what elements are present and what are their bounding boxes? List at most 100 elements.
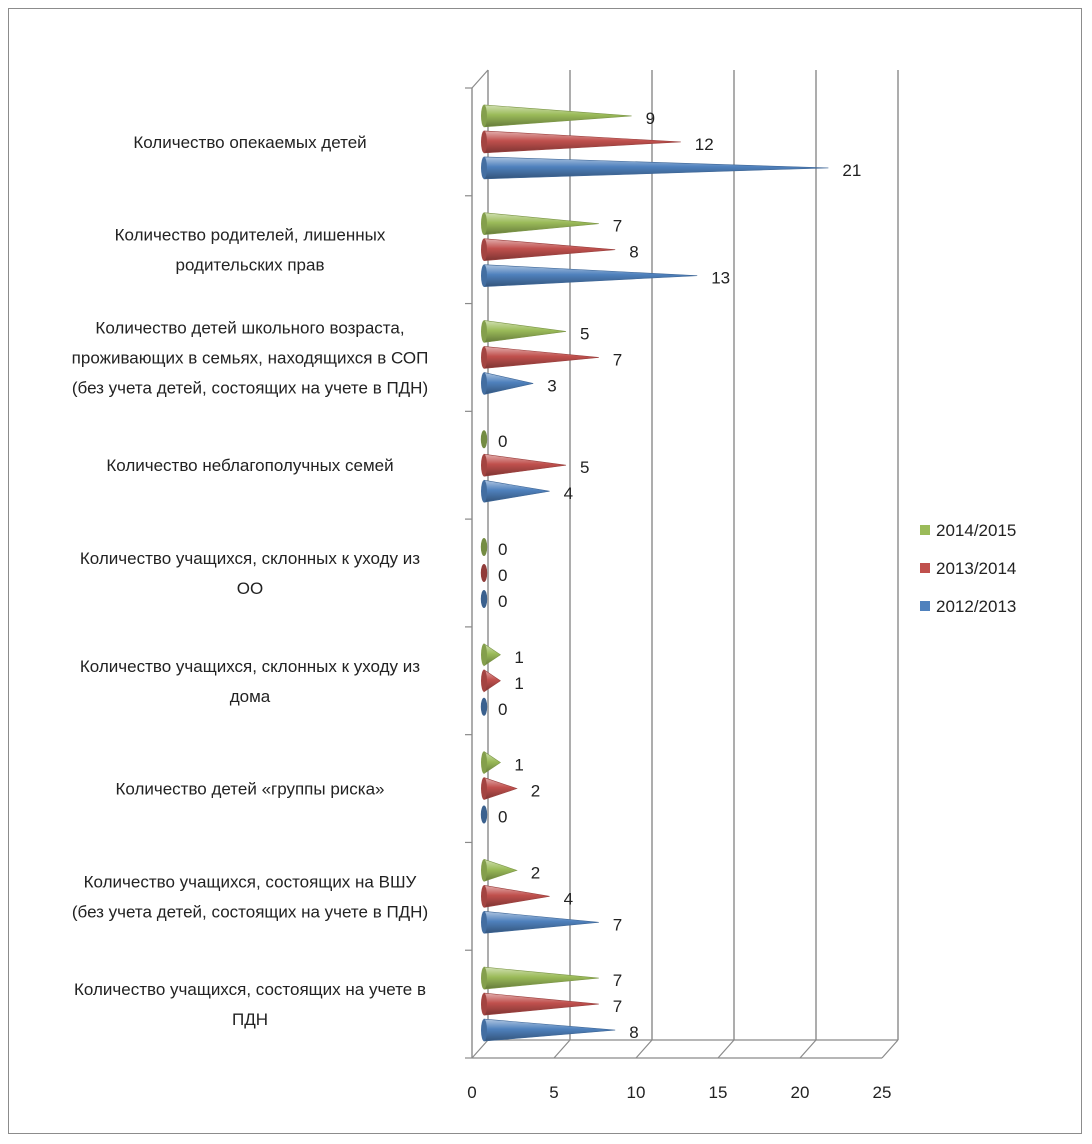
cone-base [481, 751, 487, 774]
cone-base [481, 320, 487, 343]
cone-bar [483, 264, 698, 287]
category-label: Количество детей «группы риска» [115, 780, 384, 799]
cone-bar [483, 372, 534, 395]
x-tick-label: 10 [627, 1083, 646, 1102]
cone-bar [483, 130, 681, 154]
cone-base [481, 264, 487, 287]
cone-base [481, 480, 487, 503]
data-label: 7 [613, 997, 622, 1016]
cone-base [480, 564, 488, 582]
cone-bar [483, 884, 550, 908]
cone-base [481, 372, 487, 395]
data-label: 0 [498, 808, 507, 827]
data-label: 9 [646, 109, 655, 128]
cone-bar [483, 911, 599, 934]
data-label: 2 [531, 863, 540, 882]
category-label: Количество неблагополучных семей [106, 456, 393, 475]
data-label: 21 [842, 161, 861, 180]
floor-tick [799, 1039, 817, 1059]
cone-base [481, 346, 487, 369]
category-label: Количество учащихся, склонных к уходу из [80, 657, 420, 676]
data-label: 2 [531, 782, 540, 801]
data-label: 1 [514, 756, 523, 775]
data-label: 8 [629, 243, 638, 262]
category-label: дома [230, 687, 271, 706]
cone-base [481, 967, 487, 990]
data-label: 7 [613, 217, 622, 236]
data-label: 12 [695, 135, 714, 154]
cone-bar [483, 479, 550, 503]
floor-tick [471, 1039, 489, 1059]
category-label: Количество детей школьного возраста, [95, 318, 404, 337]
data-label: 5 [580, 458, 589, 477]
data-label: 0 [498, 566, 507, 585]
cone-base [480, 697, 488, 716]
cone-base [481, 993, 487, 1016]
cone-base [481, 643, 487, 666]
category-label: Количество учащихся, склонных к уходу из [80, 549, 420, 568]
cone-base [481, 911, 487, 934]
cone-bar [483, 212, 599, 235]
legend-swatch [920, 525, 930, 535]
data-label: 0 [498, 700, 507, 719]
cone-base [481, 1019, 487, 1042]
data-label: 5 [580, 324, 589, 343]
data-label: 1 [514, 674, 523, 693]
x-tick-label: 20 [791, 1083, 810, 1102]
category-label: ОО [237, 579, 263, 598]
data-label: 3 [547, 376, 556, 395]
x-tick-label: 15 [709, 1083, 728, 1102]
cone-bar [483, 238, 616, 261]
cone-base [481, 104, 487, 127]
cone-bar [483, 453, 567, 477]
cone-base [481, 130, 487, 153]
cone-base [481, 885, 487, 908]
x-tick-label: 5 [549, 1083, 558, 1102]
data-label: 7 [613, 915, 622, 934]
cone-base [480, 805, 488, 824]
cone-bar [483, 992, 599, 1016]
category-label: (без учета детей, состоящих на учете в П… [72, 902, 428, 921]
category-label: ПДН [232, 1010, 268, 1029]
cone-bar [483, 1018, 616, 1042]
cone-base [481, 669, 487, 692]
category-label: (без учета детей, состоящих на учете в П… [72, 378, 428, 397]
cone-bar [483, 156, 829, 180]
cone-bar [483, 966, 599, 990]
category-label: Количество опекаемых детей [133, 133, 366, 152]
cone-bar [483, 777, 518, 800]
cone-base [481, 212, 487, 235]
x-tick-label: 25 [873, 1083, 892, 1102]
cone-base [481, 454, 487, 477]
floor-tick [635, 1039, 653, 1059]
cone-base [481, 777, 487, 800]
floor-tick [553, 1039, 571, 1059]
data-label: 0 [498, 432, 507, 451]
cone-base [480, 430, 488, 449]
category-label: Количество родителей, лишенных [115, 226, 386, 245]
legend-label: 2013/2014 [936, 559, 1016, 578]
x-tick-label: 0 [467, 1083, 476, 1102]
data-label: 1 [514, 648, 523, 667]
category-label: Количество учащихся, состоящих на учете … [74, 980, 426, 999]
cone-bar [483, 346, 599, 369]
cone-base [481, 156, 487, 179]
cone-bar [483, 858, 518, 882]
axis-top-edge [471, 69, 489, 89]
category-label: проживающих в семьях, находящихся в СОП [72, 348, 429, 367]
data-label: 0 [498, 592, 507, 611]
data-label: 7 [613, 971, 622, 990]
cone-base [480, 538, 488, 556]
floor-tick [881, 1039, 899, 1059]
data-label: 7 [613, 350, 622, 369]
cone-base [481, 859, 487, 882]
cone-bar [483, 320, 567, 343]
legend-label: 2012/2013 [936, 597, 1016, 616]
data-label: 0 [498, 540, 507, 559]
legend-swatch [920, 563, 930, 573]
cone-base [480, 590, 488, 608]
category-label: родительских прав [175, 256, 324, 275]
data-label: 13 [711, 269, 730, 288]
data-label: 8 [629, 1023, 638, 1042]
